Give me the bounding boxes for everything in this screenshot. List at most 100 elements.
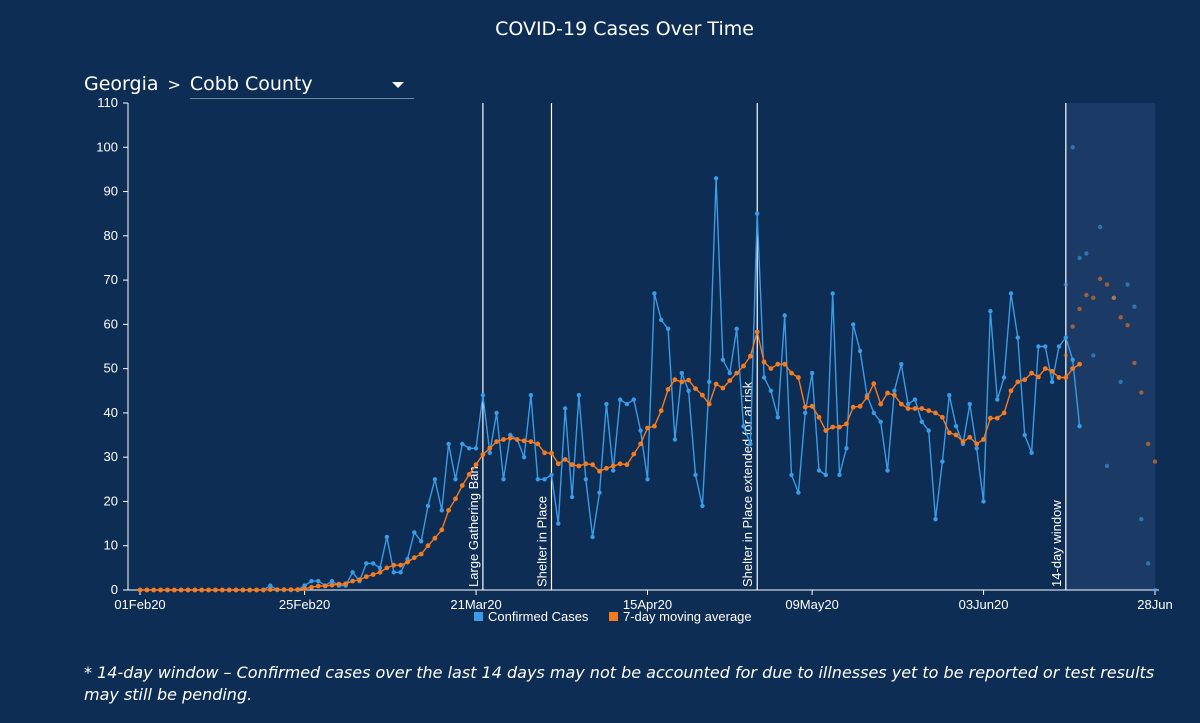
moving-average-point: [350, 578, 355, 584]
window-average-point: [1091, 295, 1096, 300]
window-average-point: [1063, 353, 1069, 358]
moving-average-point: [768, 366, 774, 371]
window-average-point: [1132, 360, 1137, 366]
x-tick-label: 15Apr20: [623, 597, 672, 612]
moving-average-point: [521, 438, 527, 444]
x-tick-label: 03Jun20: [959, 597, 1009, 612]
x-tick-label: 21Mar20: [450, 597, 501, 612]
moving-average-point: [830, 424, 836, 430]
chevron-down-icon[interactable]: [391, 81, 404, 88]
moving-average-point: [700, 392, 705, 398]
confirmed-cases-point: [350, 570, 355, 575]
x-tick-label: 09May20: [785, 597, 838, 612]
confirmed-cases-point: [542, 477, 547, 482]
moving-average-point: [686, 377, 691, 383]
moving-average-point: [933, 410, 938, 416]
confirmed-cases-point: [467, 446, 472, 451]
moving-average-point: [693, 386, 698, 391]
moving-average-point: [336, 581, 342, 587]
confirmed-cases-point: [631, 397, 636, 402]
confirmed-cases-point: [700, 503, 705, 509]
moving-average-point: [775, 361, 781, 367]
moving-average-point: [535, 441, 541, 447]
moving-average-point: [597, 468, 602, 474]
moving-average-point: [1029, 370, 1034, 376]
legend-swatch: [609, 612, 618, 621]
moving-average-point: [926, 408, 932, 414]
moving-average-point: [871, 381, 877, 387]
confirmed-cases-point: [775, 415, 780, 420]
y-tick-label: 30: [104, 449, 118, 464]
y-tick-label: 0: [111, 582, 118, 597]
window-confirmed-point: [1063, 282, 1069, 287]
moving-average-point: [233, 587, 239, 593]
moving-average-point: [562, 457, 568, 462]
moving-average-point: [363, 574, 369, 580]
legend: Confirmed Cases 7-day moving average: [474, 609, 752, 624]
confirmed-cases-point: [1049, 379, 1055, 385]
moving-average-point: [850, 404, 856, 410]
moving-average-point: [569, 462, 575, 468]
moving-average-point: [981, 437, 986, 442]
moving-average-point: [384, 565, 390, 571]
moving-average-point: [672, 377, 678, 383]
window-confirmed-point: [1125, 282, 1130, 287]
moving-average-point: [487, 445, 493, 451]
confirmed-cases-point: [384, 534, 390, 540]
moving-average-point: [802, 404, 808, 410]
confirmed-cases-point: [453, 477, 458, 482]
breadcrumb-state-link[interactable]: Georgia: [84, 73, 159, 95]
moving-average-point: [892, 392, 897, 398]
county-dropdown[interactable]: Cobb County: [189, 70, 414, 99]
moving-average-point: [809, 403, 815, 409]
confirmed-cases-point: [1015, 335, 1020, 340]
confirmed-cases-point: [391, 570, 396, 575]
moving-average-point: [192, 587, 198, 593]
moving-average-point: [645, 425, 650, 431]
confirmed-cases-point: [974, 446, 979, 451]
moving-average-point: [411, 555, 417, 561]
moving-average-point: [377, 569, 383, 575]
moving-average-point: [912, 406, 918, 411]
moving-average-point: [748, 353, 753, 359]
event-markers: Large Gathering Ban Shelter in Place Shelt…: [466, 103, 1067, 590]
moving-average-point: [261, 587, 266, 593]
window-confirmed-point: [1097, 224, 1103, 230]
window-average-point: [1139, 390, 1144, 395]
confirmed-cases-point: [734, 326, 739, 331]
moving-average-point: [974, 441, 980, 447]
window-average-point: [1084, 292, 1089, 298]
moving-average-point: [679, 379, 685, 385]
confirmed-cases-point: [844, 446, 849, 451]
moving-average-point: [720, 385, 726, 391]
confirmed-cases-point: [364, 561, 369, 566]
moving-average-point: [274, 587, 280, 592]
moving-average-point: [1001, 410, 1007, 416]
y-tick-label: 90: [104, 184, 118, 199]
y-tick-label: 70: [104, 272, 118, 287]
moving-average-point: [905, 406, 911, 411]
confirmed-cases-point: [432, 477, 438, 482]
window-average-point: [1097, 276, 1103, 281]
moving-average-point: [288, 587, 294, 592]
moving-average-point: [631, 451, 637, 457]
moving-average-point: [343, 581, 349, 587]
window-average-point: [1070, 324, 1075, 329]
county-dropdown-value: Cobb County: [189, 72, 313, 95]
moving-average-point: [713, 381, 719, 387]
confirmed-cases-point: [967, 401, 972, 407]
confirmed-cases-point: [953, 424, 959, 429]
legend-label: Confirmed Cases: [488, 609, 589, 624]
confirmed-cases-point: [823, 472, 828, 478]
moving-average-point: [1022, 377, 1028, 383]
confirmed-cases-point: [1036, 344, 1041, 349]
confirmed-cases-point: [926, 428, 931, 433]
series-layer: [137, 145, 1158, 593]
moving-average-point: [178, 587, 184, 593]
moving-average-point: [741, 363, 746, 369]
confirmed-cases-point: [1008, 291, 1014, 296]
moving-average-point: [267, 587, 273, 592]
window-average-point: [1118, 315, 1123, 320]
confirmed-cases-point: [919, 419, 924, 424]
confirmed-cases-point: [556, 521, 561, 526]
